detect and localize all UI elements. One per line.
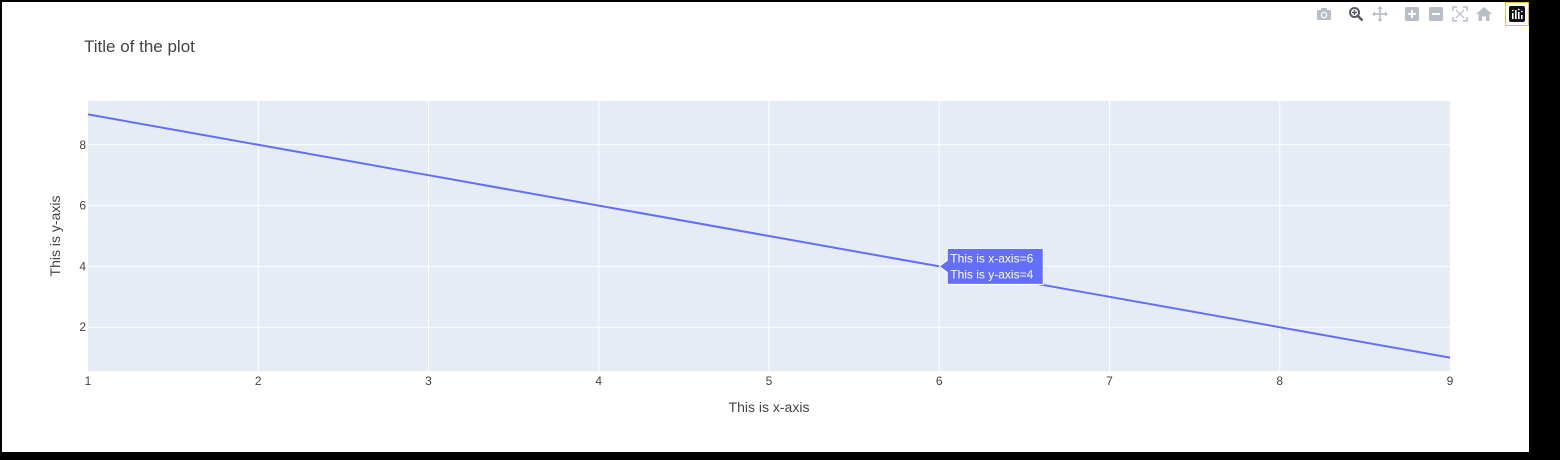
camera-icon[interactable]	[1314, 4, 1334, 24]
y-axis-title: This is y-axis	[47, 196, 63, 277]
hover-box	[938, 247, 1044, 285]
zoom-out-icon[interactable]	[1426, 4, 1446, 24]
x-tick-label: 8	[1276, 374, 1283, 388]
y-tick-labels: 2 4 6 8	[79, 138, 86, 334]
series-line[interactable]	[87, 113, 1451, 359]
x-tick-label: 6	[936, 374, 943, 388]
hover-label: This is x-axis=6	[950, 251, 1033, 265]
data-point[interactable]	[1107, 294, 1113, 300]
y-tick-label: 2	[79, 320, 86, 334]
data-point[interactable]	[1277, 324, 1283, 330]
hover-tooltip: This is x-axis=6 This is y-axis=4	[938, 247, 1044, 285]
x-tick-label: 2	[255, 374, 262, 388]
grid-lines	[88, 101, 1450, 371]
x-tick-label: 9	[1447, 374, 1454, 388]
series-layer	[85, 111, 1453, 361]
hover-label: This is y-axis=4	[950, 267, 1033, 281]
autoscale-icon[interactable]	[1450, 4, 1470, 24]
chart-title: Title of the plot	[84, 37, 195, 56]
x-axis-title: This is x-axis	[729, 399, 810, 415]
x-tick-labels: 1 2 3 4 5 6 7 8 9	[85, 374, 1454, 388]
x-tick-label: 7	[1106, 374, 1113, 388]
y-tick-label: 8	[79, 138, 86, 152]
data-point[interactable]	[1447, 355, 1453, 361]
data-point[interactable]	[596, 203, 602, 209]
pan-icon[interactable]	[1370, 4, 1390, 24]
y-tick-label: 6	[79, 199, 86, 213]
modebar	[0, 0, 1560, 30]
zoom-icon[interactable]	[1346, 4, 1366, 24]
data-point[interactable]	[85, 111, 91, 117]
data-point[interactable]	[766, 233, 772, 239]
data-point[interactable]	[426, 172, 432, 178]
y-tick-label: 4	[79, 259, 86, 273]
x-tick-label: 3	[425, 374, 432, 388]
data-point[interactable]	[255, 142, 261, 148]
x-tick-label: 1	[85, 374, 92, 388]
zoom-in-icon[interactable]	[1402, 4, 1422, 24]
home-icon[interactable]	[1474, 4, 1494, 24]
plotly-logo-icon[interactable]	[1505, 2, 1529, 26]
x-tick-label: 4	[595, 374, 602, 388]
x-tick-label: 5	[766, 374, 773, 388]
